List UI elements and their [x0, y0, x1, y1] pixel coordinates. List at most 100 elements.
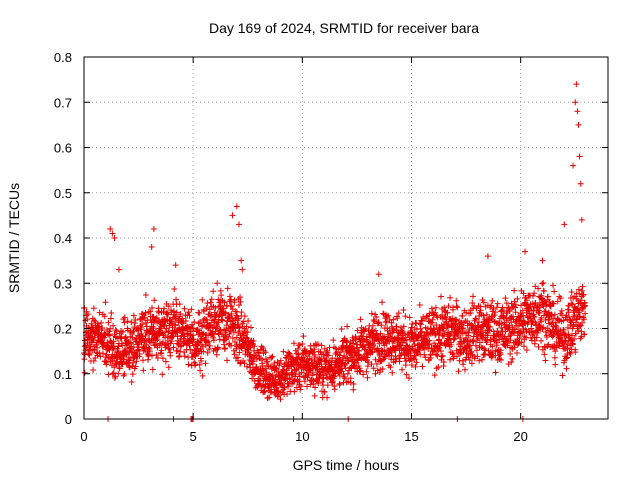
- data-point: [432, 309, 439, 316]
- data-point: [236, 302, 243, 309]
- data-point: [484, 330, 491, 337]
- data-point: [125, 327, 132, 334]
- data-point: [299, 340, 306, 347]
- data-point: [496, 356, 503, 363]
- data-point: [506, 308, 513, 315]
- data-point: [297, 383, 304, 390]
- data-point: [210, 288, 217, 295]
- data-point: [276, 360, 283, 367]
- data-point: [566, 349, 573, 356]
- data-point: [453, 316, 460, 323]
- data-point: [579, 319, 586, 326]
- data-point: [511, 326, 518, 333]
- data-point: [550, 282, 557, 289]
- data-point: [269, 353, 276, 360]
- data-point: [573, 316, 580, 323]
- data-point: [453, 297, 460, 304]
- data-point: [238, 309, 245, 316]
- data-point: [447, 294, 454, 301]
- data-point: [215, 330, 222, 337]
- data-point: [139, 357, 146, 364]
- data-point: [307, 366, 314, 373]
- data-point: [576, 313, 583, 320]
- data-point: [190, 336, 197, 343]
- data-point: [370, 365, 377, 372]
- data-point: [395, 310, 402, 317]
- data-point: [356, 347, 363, 354]
- data-point: [476, 339, 483, 346]
- data-point: [434, 352, 441, 359]
- data-point: [165, 311, 172, 318]
- data-point: [186, 312, 193, 319]
- data-point: [414, 350, 421, 357]
- data-point: [97, 353, 104, 360]
- data-point: [281, 384, 288, 391]
- data-point: [380, 310, 387, 317]
- data-point: [293, 384, 300, 391]
- data-point: [245, 317, 252, 324]
- data-point: [468, 348, 475, 355]
- data-point: [126, 363, 133, 370]
- data-point: [426, 341, 433, 348]
- data-point: [261, 388, 268, 395]
- data-point: [550, 300, 557, 307]
- data-point: [129, 371, 136, 378]
- data-point: [368, 310, 375, 317]
- data-point: [297, 386, 304, 393]
- data-point: [475, 319, 482, 326]
- data-point: [479, 356, 486, 363]
- data-point: [568, 332, 575, 339]
- data-point: [383, 313, 390, 320]
- data-point: [548, 312, 555, 319]
- data-point: [392, 353, 399, 360]
- data-point: [330, 337, 337, 344]
- data-point: [519, 307, 526, 314]
- data-point: [244, 335, 251, 342]
- data-point: [116, 365, 123, 372]
- x-tick-label: 10: [295, 429, 309, 444]
- data-point: [344, 323, 351, 330]
- data-point: [368, 348, 375, 355]
- data-point: [142, 319, 149, 326]
- data-point: [507, 350, 514, 357]
- data-point: [138, 330, 145, 337]
- data-point: [130, 328, 137, 335]
- data-point: [159, 371, 166, 378]
- data-point: [459, 312, 466, 319]
- data-point: [312, 354, 319, 361]
- data-point: [203, 316, 210, 323]
- data-point: [139, 333, 146, 340]
- data-point: [554, 298, 561, 305]
- data-point: [249, 341, 256, 348]
- data-point: [307, 381, 314, 388]
- data-point: [190, 325, 197, 332]
- data-point: [266, 394, 273, 401]
- data-point: [571, 335, 578, 342]
- data-point: [182, 318, 189, 324]
- data-point: [273, 365, 280, 372]
- data-point: [126, 357, 133, 364]
- data-point: [515, 340, 522, 347]
- data-point: [570, 162, 577, 169]
- data-point: [363, 337, 370, 344]
- data-point: [387, 364, 394, 371]
- data-point: [574, 108, 581, 115]
- data-point: [199, 296, 206, 303]
- data-point: [200, 348, 207, 355]
- data-point: [243, 323, 250, 330]
- data-point: [530, 292, 537, 299]
- data-point: [394, 315, 401, 322]
- data-point: [198, 357, 205, 364]
- data-point: [400, 330, 407, 337]
- data-point: [577, 180, 584, 187]
- data-point: [247, 364, 254, 371]
- data-point: [251, 370, 258, 377]
- y-tick-label: 0.5: [54, 186, 72, 201]
- data-point: [209, 324, 216, 331]
- chart-title: Day 169 of 2024, SRMTID for receiver bar…: [209, 20, 479, 36]
- data-point: [479, 335, 486, 342]
- data-point: [538, 337, 545, 344]
- data-point: [378, 322, 385, 329]
- data-point: [181, 353, 188, 360]
- data-point: [141, 345, 148, 352]
